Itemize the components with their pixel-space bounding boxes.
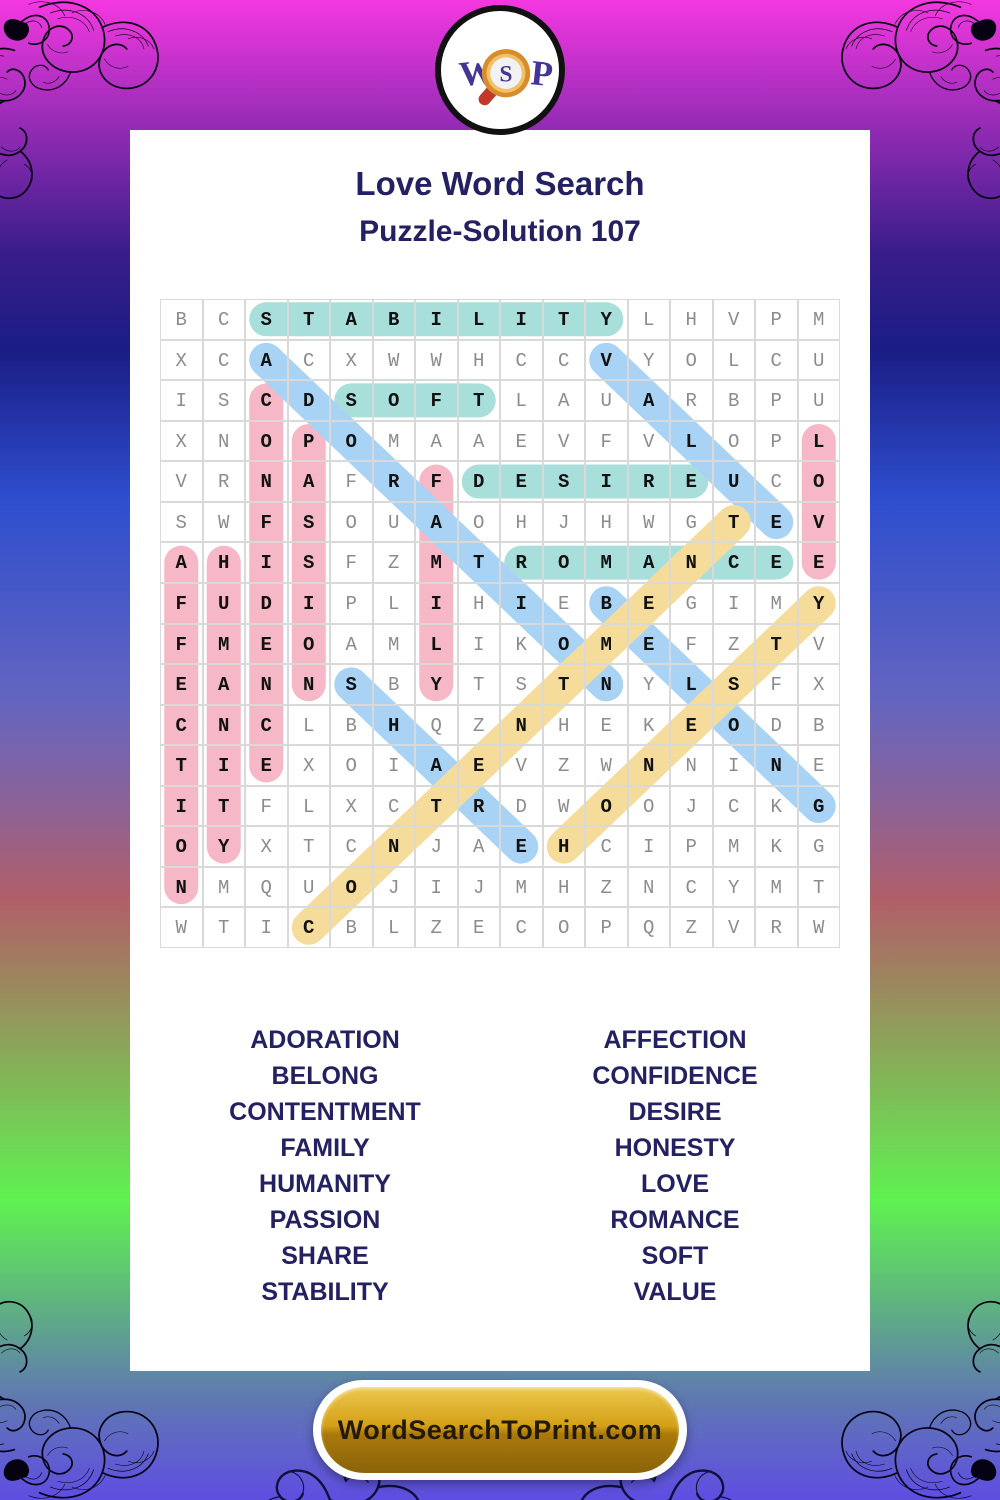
svg-text:P: P [529, 53, 555, 94]
svg-text:S: S [500, 62, 513, 88]
